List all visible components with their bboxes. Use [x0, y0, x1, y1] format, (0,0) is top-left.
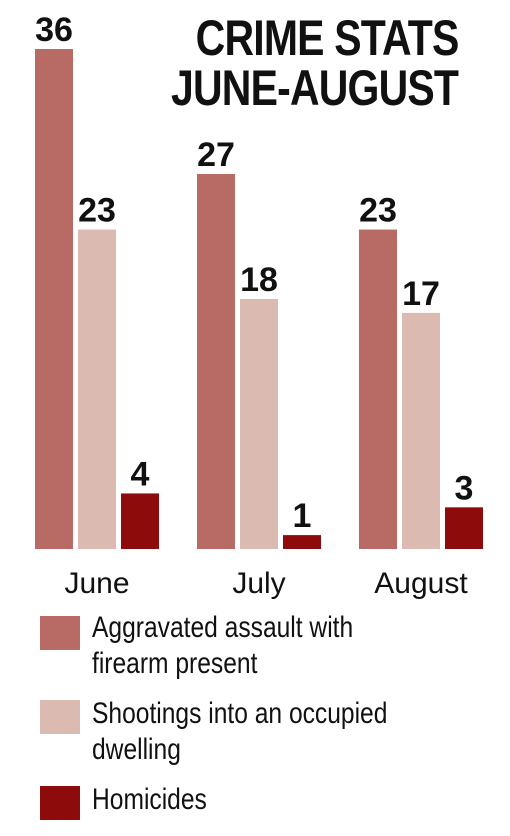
legend-label-shootings: Shootings into an occupied dwelling — [92, 696, 510, 768]
bar-august-homicides — [445, 507, 483, 549]
legend-label-aggravated-line2: firearm present — [92, 647, 258, 680]
bar-june-shootings — [78, 229, 116, 550]
chart-title-line-1: CRIME STATS — [195, 10, 459, 66]
bar-july-shootings — [240, 299, 278, 549]
data-label-august-homicides: 3 — [455, 469, 474, 507]
data-label-july-aggravated: 27 — [197, 136, 235, 174]
legend-swatch-shootings — [40, 700, 80, 734]
bar-june-homicides — [121, 493, 159, 549]
data-label-july-homicides: 1 — [293, 497, 312, 535]
legend-label-homicides: Homicides — [92, 782, 510, 818]
legend-label-aggravated-line1: Aggravated assault with — [92, 611, 354, 644]
bar-july-homicides — [283, 535, 321, 549]
legend-label-shootings-line1: Shootings into an occupied — [92, 697, 388, 730]
legend-label-homicides-line1: Homicides — [92, 783, 207, 816]
legend-swatch-aggravated — [40, 616, 80, 650]
legend-label-aggravated: Aggravated assault with firearm present — [92, 610, 510, 682]
data-label-june-aggravated: 36 — [35, 11, 73, 49]
data-label-june-homicides: 4 — [131, 455, 150, 493]
data-label-july-shootings: 18 — [240, 261, 278, 299]
data-label-august-aggravated: 23 — [359, 192, 397, 230]
x-tick-label-august: August — [374, 567, 468, 600]
x-tick-label-june: June — [64, 567, 129, 600]
legend-swatch-homicides — [40, 786, 80, 820]
chart-title-line-2: JUNE-AUGUST — [170, 60, 459, 116]
bar-july-aggravated — [197, 174, 235, 549]
legend-label-shootings-line2: dwelling — [92, 733, 181, 766]
data-label-june-shootings: 23 — [78, 192, 116, 230]
x-tick-label-july: July — [232, 567, 285, 600]
bar-august-aggravated — [359, 229, 397, 550]
data-label-august-shootings: 17 — [402, 275, 440, 313]
bar-june-aggravated — [35, 49, 73, 549]
bar-august-shootings — [402, 312, 440, 549]
